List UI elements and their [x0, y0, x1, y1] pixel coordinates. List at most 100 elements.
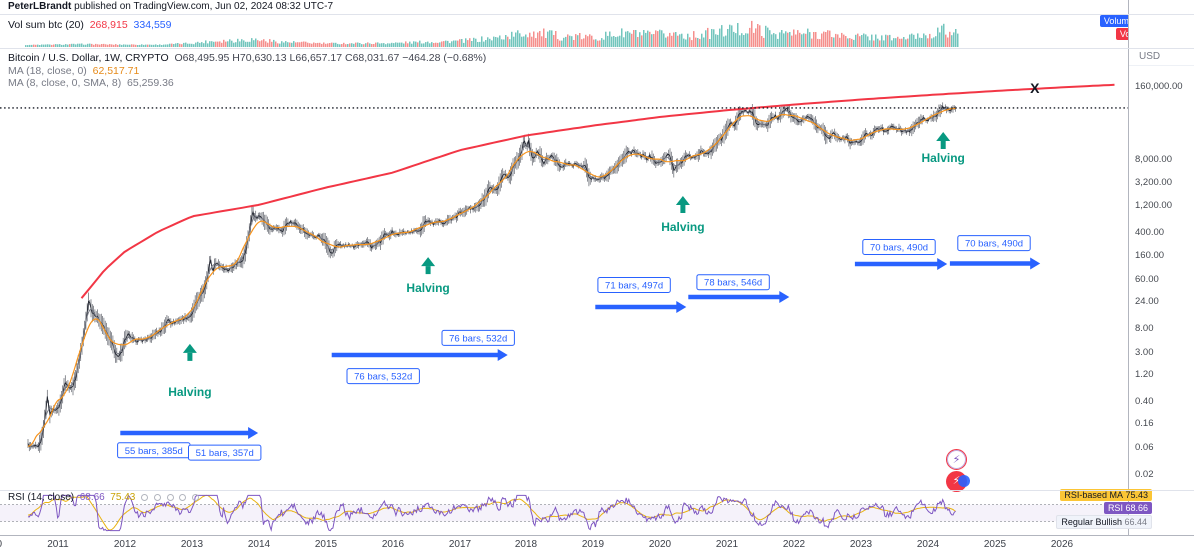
- halving-marker[interactable]: Halving: [661, 196, 705, 234]
- svg-text:70 bars, 490d: 70 bars, 490d: [965, 239, 1023, 250]
- range-arrow[interactable]: [854, 258, 948, 270]
- range-label[interactable]: 51 bars, 357d: [188, 444, 262, 461]
- time-tick: 2024: [916, 539, 940, 550]
- time-tick: 2013: [180, 539, 204, 550]
- halving-marker[interactable]: Halving: [406, 257, 450, 295]
- price-chart[interactable]: 55 bars, 385d 51 bars, 357d 76 bars, 532…: [0, 48, 1128, 490]
- range-arrow[interactable]: [120, 427, 259, 439]
- reactions-icon[interactable]: ⚡: [946, 471, 970, 492]
- rsi-ma-badge: RSI-based MA 75.43: [1060, 489, 1152, 501]
- volume-bars: [25, 20, 959, 47]
- svg-text:78 bars, 546d: 78 bars, 546d: [704, 278, 762, 289]
- range-label[interactable]: 70 bars, 490d: [957, 235, 1031, 252]
- indicator-control-icon[interactable]: [153, 493, 161, 501]
- ma8-legend[interactable]: MA (8, close, 0, SMA, 8) 65,259.36: [8, 77, 174, 89]
- range-arrow[interactable]: [688, 291, 790, 303]
- svg-text:55 bars, 385d: 55 bars, 385d: [125, 446, 183, 457]
- symbol-legend: Bitcoin / U.S. Dollar, 1W, CRYPTO O68,49…: [8, 52, 486, 64]
- range-label[interactable]: 76 bars, 532d: [346, 368, 420, 385]
- pane-separator: [0, 14, 1194, 15]
- price-axis[interactable]: USD 160,000.00 8,000.00 3,200.00 1,200.00 40…: [1128, 0, 1194, 535]
- x-marker[interactable]: X: [1030, 80, 1040, 96]
- time-tick: 2015: [314, 539, 338, 550]
- range-label[interactable]: 55 bars, 385d: [117, 442, 191, 459]
- time-tick: 2021: [715, 539, 739, 550]
- price-tick: 1,200.00: [1135, 200, 1172, 211]
- range-label[interactable]: 78 bars, 546d: [696, 274, 770, 291]
- time-tick: 2026: [1050, 539, 1074, 550]
- halving-marker[interactable]: Halving: [922, 132, 965, 165]
- publisher-name[interactable]: PeterLBrandt: [8, 1, 72, 12]
- rsi-indicator-title[interactable]: RSI (14, close): [8, 492, 75, 503]
- price-tick: 8,000.00: [1135, 154, 1172, 165]
- volume-value: 268,915: [89, 19, 128, 31]
- rsi-line[interactable]: [27, 494, 956, 532]
- time-tick: 2019: [581, 539, 605, 550]
- range-label[interactable]: 76 bars, 532d: [441, 329, 515, 346]
- pane-separator[interactable]: [0, 490, 1194, 491]
- indicator-control-icon[interactable]: [179, 493, 187, 501]
- range-label[interactable]: 71 bars, 497d: [597, 277, 671, 293]
- time-axis[interactable]: 2010 2011 2012 2013 2014 2015 2016 2017 2018 2019…: [0, 535, 1194, 552]
- volume-indicator-title[interactable]: Vol sum btc (20): [8, 19, 84, 31]
- time-tick: 2022: [782, 539, 806, 550]
- price-tick: 1.20: [1135, 369, 1154, 380]
- ma18-legend[interactable]: MA (18, close, 0) 62,517.71: [8, 65, 140, 77]
- symbol-title[interactable]: Bitcoin / U.S. Dollar, 1W, CRYPTO: [8, 52, 169, 64]
- svg-text:76 bars, 532d: 76 bars, 532d: [449, 333, 507, 344]
- ma8-value: 65,259.36: [127, 77, 174, 89]
- volume-ma-value: 334,559: [133, 19, 172, 31]
- volume-histogram: [25, 20, 959, 47]
- indicator-control-icon[interactable]: [141, 493, 149, 501]
- published-info: published on TradingView.com, Jun 02, 20…: [71, 1, 334, 12]
- price-tick: 160.00: [1135, 250, 1165, 261]
- rsi-ma-value: 75.43: [110, 492, 136, 503]
- time-tick: 2023: [849, 539, 873, 550]
- time-tick: 2011: [47, 539, 69, 550]
- price-tick: 0.40: [1135, 396, 1154, 407]
- range-arrow[interactable]: [595, 301, 687, 313]
- price-tick: 0.06: [1135, 442, 1154, 453]
- svg-text:Halving: Halving: [922, 151, 965, 165]
- time-tick: 2016: [381, 539, 405, 550]
- price-tick: 160,000.00: [1135, 81, 1183, 92]
- time-tick: 2020: [648, 539, 672, 550]
- pane-separator[interactable]: [0, 48, 1194, 49]
- time-tick: 2012: [113, 539, 137, 550]
- time-tick: 2010: [0, 539, 2, 550]
- price-line: [27, 105, 956, 448]
- svg-text:51 bars, 357d: 51 bars, 357d: [196, 448, 254, 459]
- time-tick: 2017: [448, 539, 472, 550]
- time-tick: 2018: [514, 539, 538, 550]
- price-tick: 0.02: [1135, 469, 1154, 480]
- time-tick: 2014: [247, 539, 271, 550]
- svg-text:70 bars, 490d: 70 bars, 490d: [870, 243, 928, 254]
- ma8-line[interactable]: [27, 107, 956, 448]
- growth-curve[interactable]: [80, 83, 1115, 299]
- range-arrow[interactable]: [949, 257, 1041, 270]
- price-tick: 0.16: [1135, 418, 1154, 429]
- svg-text:Halving: Halving: [168, 385, 211, 399]
- halving-marker[interactable]: Halving: [168, 343, 212, 399]
- rsi-band-fill: [0, 504, 1128, 522]
- rsi-badge: RSI 68.66: [1103, 502, 1152, 514]
- price-tick: 60.00: [1135, 274, 1159, 285]
- currency-label[interactable]: USD: [1129, 48, 1194, 66]
- indicator-control-icon[interactable]: [166, 493, 174, 501]
- indicator-control-icon[interactable]: [192, 493, 200, 501]
- svg-text:Halving: Halving: [661, 220, 704, 234]
- rsi-plot: [0, 494, 1128, 532]
- svg-text:76 bars, 532d: 76 bars, 532d: [354, 372, 412, 383]
- svg-text:Halving: Halving: [406, 281, 449, 295]
- range-label[interactable]: 70 bars, 490d: [862, 239, 936, 255]
- ma18-line[interactable]: [27, 107, 956, 447]
- range-arrow[interactable]: [331, 349, 508, 361]
- price-tick: 400.00: [1135, 227, 1165, 238]
- boost-icon[interactable]: ⚡: [946, 449, 967, 470]
- price-tick: 24.00: [1135, 296, 1159, 307]
- rsi-divergence-badge: Regular Bullish 66.44: [1056, 515, 1152, 529]
- price-tick: 3,200.00: [1135, 177, 1172, 188]
- rsi-value: 68.66: [79, 492, 105, 503]
- ma18-value: 62,517.71: [92, 65, 140, 77]
